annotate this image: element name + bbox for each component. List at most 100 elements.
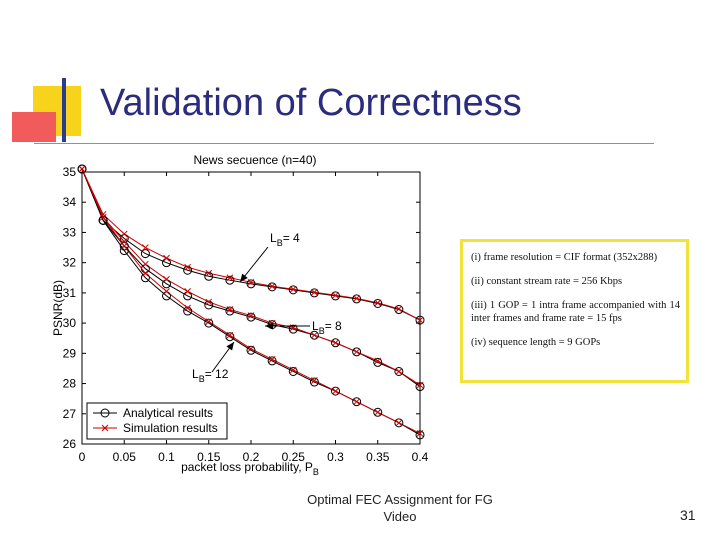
simulation-point — [374, 299, 382, 307]
analytical-point — [309, 288, 319, 298]
analytical-point — [373, 357, 383, 367]
analytical-point — [415, 382, 425, 392]
analytical-point — [246, 345, 256, 355]
analytical-point — [183, 306, 193, 316]
decor-blue-bar — [62, 78, 66, 142]
simulation-point — [205, 269, 213, 277]
analytical-point — [331, 291, 340, 301]
y-tick-label: 33 — [63, 225, 77, 239]
note-gop: (iii) 1 GOP = 1 intra frame accompanied … — [471, 300, 680, 324]
y-tick-label: 26 — [63, 437, 77, 451]
analytical-point — [288, 366, 298, 376]
x-axis-label-sub: B — [313, 467, 319, 477]
analytical-point — [373, 298, 383, 308]
analytical-point — [183, 265, 193, 275]
legend-box — [86, 402, 228, 440]
analytical-point — [140, 249, 150, 259]
y-tick-label: 28 — [63, 377, 77, 391]
chart-axes: 0 0.05 0.1 0.15 0.2 0.25 0.3 0.35 0.4 26 27 28 29 30 3… — [51, 165, 429, 477]
annotation-arrow-head — [226, 342, 234, 351]
simulation-point — [332, 387, 339, 395]
footer-line-1: Optimal FEC Assignment for FG — [307, 492, 493, 507]
simulation-point — [416, 316, 424, 324]
simulation-point — [99, 213, 107, 221]
simulation-point — [120, 242, 128, 250]
simulation-point — [332, 291, 339, 299]
analytical-point — [246, 312, 256, 322]
y-axis-label: PSNR(dB) — [51, 280, 65, 336]
x-tick-label: 0.4 — [412, 450, 429, 464]
x-tick-label: 0.3 — [327, 450, 344, 464]
chart-title: News secuence (n=40) — [193, 153, 316, 167]
analytical-point — [394, 305, 404, 315]
simulation-point — [205, 298, 213, 306]
decor-red-block — [12, 112, 56, 142]
analytical-point — [309, 330, 319, 340]
simulation-point — [120, 230, 128, 238]
analytical-point — [352, 294, 362, 304]
analytical-point — [415, 430, 425, 440]
x-tick-label: 0.05 — [113, 450, 137, 464]
simulation-line — [81, 168, 421, 386]
y-tick-label: 27 — [63, 407, 77, 421]
annotation-arrow-head — [240, 273, 248, 282]
legend-marker-circle — [100, 408, 110, 418]
simulation-point — [268, 356, 276, 363]
simulation-point — [205, 318, 213, 325]
annotation-l: L — [192, 367, 199, 381]
annotation-sub: B — [277, 238, 283, 248]
analytical-point — [225, 332, 235, 342]
analytical-point — [352, 397, 362, 407]
simulation-point — [353, 398, 360, 406]
x-tick-label: 0.35 — [366, 450, 390, 464]
simulation-point — [416, 430, 424, 437]
legend-label: Analytical results — [123, 406, 213, 420]
analytical-point — [288, 285, 298, 295]
simulation-point — [247, 278, 255, 286]
x-axis-label: packet loss probability, PB — [181, 460, 319, 477]
simulation-point — [142, 260, 149, 268]
x-tick-label: 0.1 — [158, 450, 175, 464]
note-stream-rate: (ii) constant stream rate = 256 Kbps — [471, 276, 623, 287]
analytical-point — [204, 300, 214, 310]
analytical-point — [415, 315, 425, 325]
analytical-point — [225, 275, 235, 285]
simulation-point — [395, 368, 403, 375]
y-tick-label: 32 — [63, 256, 77, 270]
simulation-point — [289, 285, 297, 293]
simulation-point — [184, 304, 191, 312]
analytical-point — [204, 318, 214, 328]
simulation-point — [78, 165, 86, 173]
annotation-lb-label: LB= 4 — [270, 231, 300, 248]
annotation-sub: B — [319, 326, 325, 336]
chart-series — [77, 164, 425, 440]
analytical-point — [331, 338, 340, 348]
y-tick-label: 34 — [63, 195, 77, 209]
simulation-point — [184, 288, 191, 295]
series-group-1 — [77, 164, 425, 392]
annotation-lb-label: LB= 12 — [192, 367, 229, 384]
analytical-point — [267, 356, 277, 366]
simulation-point — [163, 288, 170, 295]
simulation-point — [247, 345, 255, 353]
x-tick-label: 0.25 — [282, 450, 306, 464]
simulation-point — [416, 381, 424, 389]
x-tick-label: 0 — [79, 450, 86, 464]
analytical-point — [225, 306, 235, 316]
notes-box: (i) frame resolution = CIF format (352x2… — [460, 239, 689, 383]
simulation-point — [311, 331, 318, 339]
simulation-point — [247, 312, 255, 319]
x-tick-label: 0.2 — [243, 450, 260, 464]
annotation-lb-label: LB= 8 — [312, 319, 342, 336]
simulation-point — [353, 348, 360, 356]
analytical-line — [81, 168, 421, 321]
legend-label: Simulation results — [123, 421, 218, 435]
simulation-point — [374, 357, 382, 365]
decor-blue-line — [34, 143, 654, 144]
simulation-point — [163, 275, 170, 283]
simulation-point — [142, 244, 149, 251]
simulation-point — [374, 408, 382, 416]
y-tick-label: 30 — [63, 316, 77, 330]
simulation-point — [395, 419, 403, 427]
